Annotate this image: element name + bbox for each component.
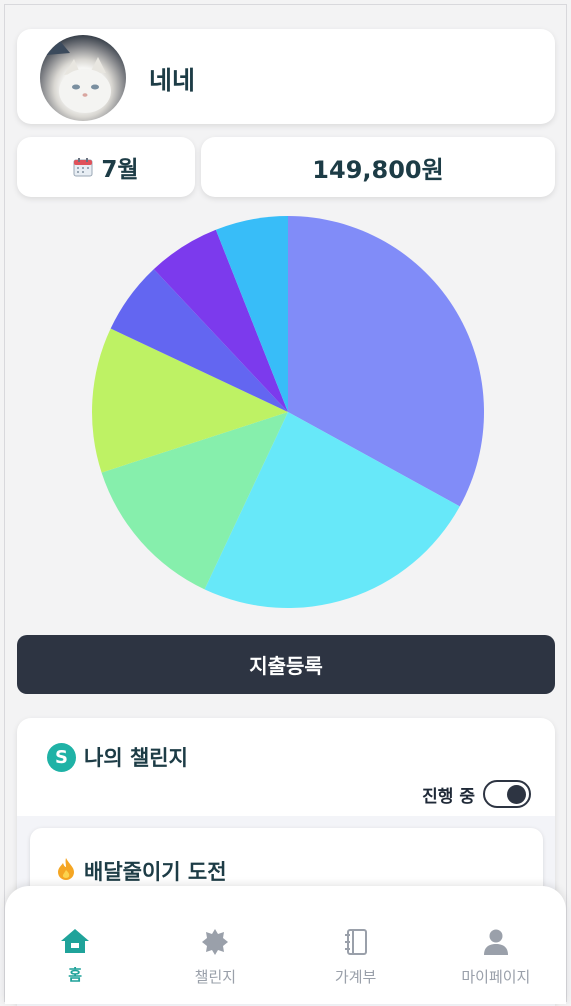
challenge-item-title: 배달줄이기 도전 — [84, 860, 227, 884]
expense-pie-chart[interactable] — [90, 214, 486, 610]
nav-item-challenge[interactable]: 챌린지 — [145, 928, 285, 987]
month-label: 7월 — [101, 157, 139, 183]
pie-slice-6[interactable] — [153, 229, 288, 412]
nav-item-ledger[interactable]: 가계부 — [286, 928, 426, 987]
user-icon — [482, 928, 510, 960]
nav-item-mypage[interactable]: 마이페이지 — [426, 928, 566, 987]
calendar-icon — [73, 157, 93, 177]
fire-icon — [56, 857, 76, 885]
cat-avatar[interactable] — [40, 35, 126, 121]
pie-slice-4[interactable] — [92, 328, 288, 473]
challenge-title: 나의 챌린지 — [84, 746, 188, 770]
nav-label-ledger: 가계부 — [334, 968, 377, 986]
nav-label-home: 홈 — [68, 966, 83, 984]
profile-card: 네네 — [17, 29, 555, 124]
pie-slice-1[interactable] — [288, 216, 484, 507]
in-progress-toggle[interactable] — [483, 780, 531, 808]
nav-label-mypage: 마이페이지 — [461, 968, 531, 986]
challenge-header: S 나의 챌린지 — [47, 742, 188, 772]
status-label: 진행 중 — [422, 786, 475, 807]
nav-item-home[interactable]: 홈 — [5, 928, 145, 985]
pie-slice-7[interactable] — [215, 216, 288, 412]
total-amount: 149,800원 — [312, 155, 444, 184]
status-toggle-row: 진행 중 — [422, 780, 531, 808]
month-selector[interactable]: 7월 — [17, 137, 195, 197]
toggle-knob — [507, 785, 526, 804]
badge-icon — [201, 928, 229, 960]
total-amount-card: 149,800원 — [201, 137, 555, 197]
bottom-nav: 홈 챌린지 가계부 마이페이지 — [5, 886, 566, 1004]
nav-label-challenge: 챌린지 — [194, 968, 237, 986]
notebook-icon — [343, 928, 369, 960]
register-expense-button[interactable]: 지출등록 — [17, 635, 555, 694]
profile-name: 네네 — [149, 66, 196, 95]
pie-slice-5[interactable] — [110, 269, 288, 412]
s-logo-icon: S — [47, 742, 76, 772]
pie-slice-2[interactable] — [204, 412, 460, 608]
home-icon — [60, 928, 90, 958]
pie-slice-3[interactable] — [101, 412, 288, 590]
